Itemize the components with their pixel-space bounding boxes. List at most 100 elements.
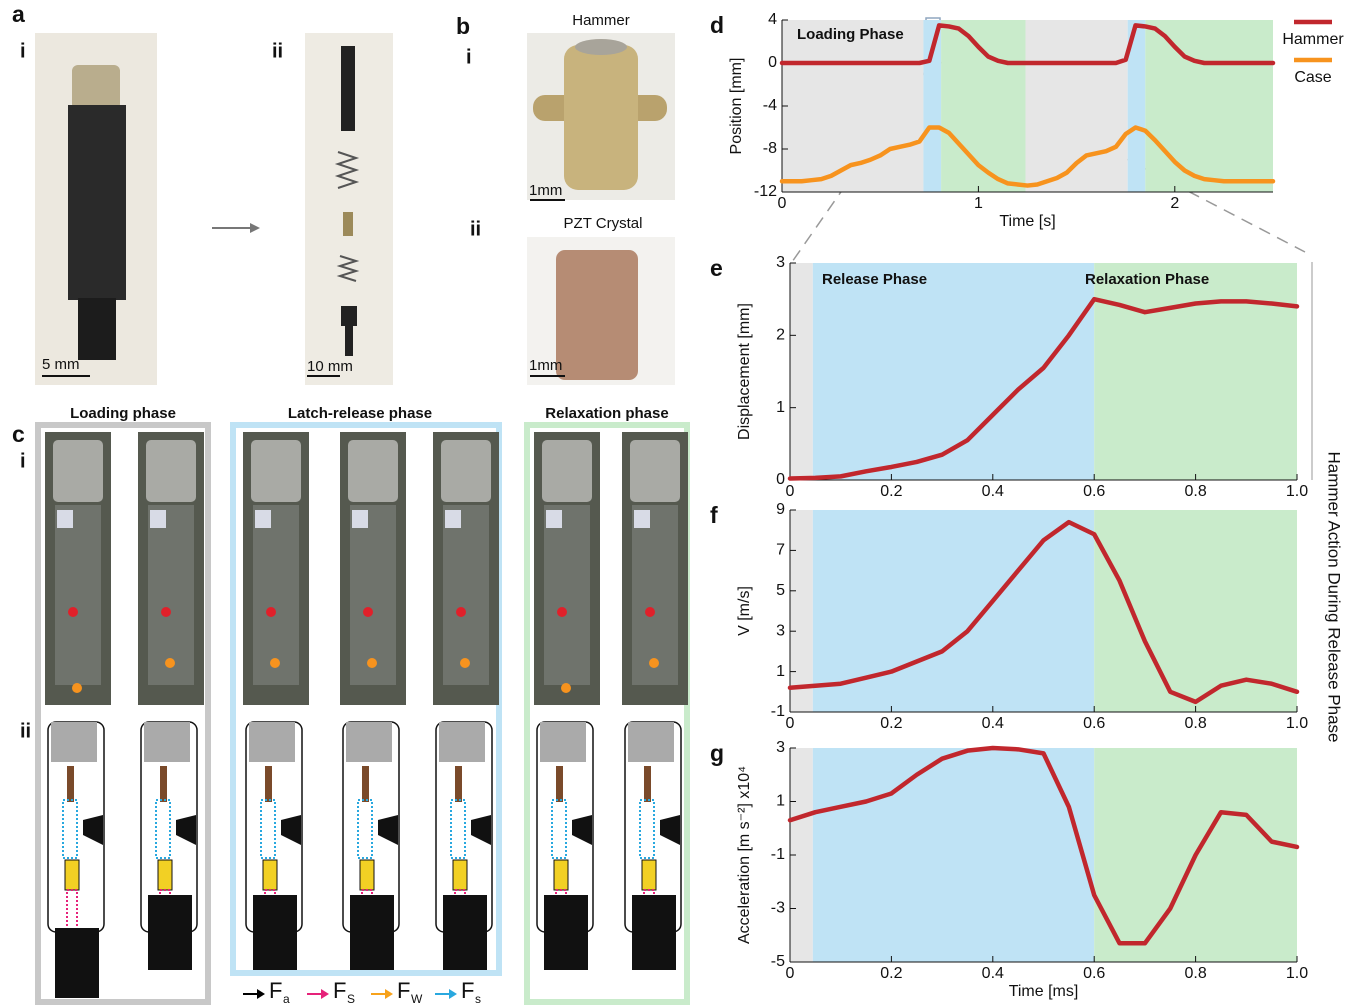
- marker-dot: [72, 683, 82, 693]
- subpanel-label: i: [20, 40, 26, 62]
- photo-part: [630, 440, 680, 502]
- photo-part: [544, 505, 590, 685]
- subpanel-label: ii: [470, 218, 481, 240]
- phase-title: Loading phase: [70, 405, 176, 422]
- scale-label: 1mm: [529, 182, 562, 199]
- x-axis-label: Time [s]: [999, 213, 1055, 230]
- force-subscript: W: [411, 992, 423, 1006]
- photo-part: [564, 45, 638, 190]
- schematic-rod: [644, 766, 651, 802]
- scale-label: 1mm: [529, 357, 562, 374]
- schematic-base: [544, 895, 588, 970]
- force-symbol: F: [461, 978, 474, 1003]
- x-tick-label: 1.0: [1286, 965, 1308, 982]
- photo-part: [53, 440, 103, 502]
- marker-dot: [68, 607, 78, 617]
- phase-band: [1026, 20, 1128, 192]
- legend-label: Case: [1294, 69, 1331, 86]
- photo-part: [348, 440, 398, 502]
- y-tick-label: 1: [776, 793, 785, 810]
- y-tick-label: 1: [776, 663, 785, 680]
- x-tick-label: 0.6: [1083, 965, 1105, 982]
- subpanel-label: i: [466, 46, 472, 68]
- schematic-cap: [439, 722, 485, 762]
- x-tick-label: 0.4: [982, 965, 1004, 982]
- y-tick-label: 4: [768, 11, 777, 28]
- photo-part: [150, 510, 166, 528]
- photo-part: [146, 440, 196, 502]
- photo-part: [72, 65, 120, 110]
- photo-part: [343, 212, 353, 236]
- photo-part: [443, 505, 489, 685]
- phase-band: [1145, 20, 1273, 192]
- force-arrow-head: [257, 989, 265, 999]
- marker-dot: [363, 607, 373, 617]
- panel-label: b: [456, 13, 470, 39]
- x-tick-label: 1.0: [1286, 483, 1308, 500]
- x-tick-label: 0.2: [880, 965, 902, 982]
- x-tick-label: 1.0: [1286, 715, 1308, 732]
- y-axis-label: Displacement [mm]: [736, 303, 753, 440]
- force-symbol: F: [397, 978, 410, 1003]
- schematic-hammer: [453, 860, 467, 890]
- y-tick-label: -3: [771, 900, 785, 917]
- photo-part: [556, 250, 638, 380]
- x-tick-label: 0.2: [880, 715, 902, 732]
- subpanel-label: i: [20, 450, 26, 472]
- panel-label: f: [710, 502, 718, 528]
- photo-part: [251, 440, 301, 502]
- x-tick-label: 2: [1170, 195, 1179, 212]
- photo-part: [632, 505, 678, 685]
- y-tick-label: 7: [776, 542, 785, 559]
- legend-label: Hammer: [1282, 31, 1344, 48]
- force-symbol: F: [333, 978, 346, 1003]
- subpanel-label: ii: [20, 720, 31, 742]
- x-tick-label: 0.8: [1184, 483, 1206, 500]
- panel-label: e: [710, 255, 723, 281]
- marker-dot: [456, 607, 466, 617]
- y-tick-label: -4: [763, 97, 777, 114]
- force-subscript: s: [475, 992, 481, 1006]
- photo-part: [350, 505, 396, 685]
- x-tick-label: 0.4: [982, 483, 1004, 500]
- marker-dot: [460, 658, 470, 668]
- photo-title: PZT Crystal: [564, 215, 643, 232]
- y-axis-label: Acceleration [m s⁻²] x10⁴: [736, 766, 753, 944]
- force-arrow-head: [321, 989, 329, 999]
- side-title: Hammer Action During Release Phase: [1325, 451, 1344, 742]
- schematic-cap: [249, 722, 295, 762]
- phase-title: Relaxation phase: [545, 405, 668, 422]
- marker-dot: [367, 658, 377, 668]
- photo-part: [78, 298, 116, 360]
- x-tick-label: 0.6: [1083, 483, 1105, 500]
- schematic-base: [55, 928, 99, 998]
- schematic-hammer: [554, 860, 568, 890]
- schematic-hammer: [65, 860, 79, 890]
- force-arrow-head: [449, 989, 457, 999]
- y-tick-label: 2: [776, 327, 785, 344]
- marker-dot: [645, 607, 655, 617]
- x-tick-label: 0.8: [1184, 715, 1206, 732]
- marker-dot: [270, 658, 280, 668]
- phase-band: [1094, 263, 1297, 480]
- phase-band: [813, 748, 1094, 962]
- y-tick-label: 0: [768, 54, 777, 71]
- photo-part: [352, 510, 368, 528]
- scale-label: 5 mm: [42, 356, 80, 373]
- y-tick-label: 1: [776, 399, 785, 416]
- y-tick-label: -1: [771, 703, 785, 720]
- force-subscript: a: [283, 992, 290, 1006]
- schematic-base: [350, 895, 394, 970]
- y-tick-label: 5: [776, 582, 785, 599]
- schematic-hammer: [642, 860, 656, 890]
- photo-part: [55, 505, 101, 685]
- photo-part: [57, 510, 73, 528]
- arrow-head: [250, 223, 260, 233]
- y-tick-label: 3: [776, 622, 785, 639]
- y-axis-label: Position [mm]: [728, 58, 745, 155]
- x-tick-label: 0.2: [880, 483, 902, 500]
- phase-band: [790, 510, 813, 712]
- panel-label: g: [710, 740, 724, 766]
- y-tick-label: 3: [776, 739, 785, 756]
- schematic-base: [443, 895, 487, 970]
